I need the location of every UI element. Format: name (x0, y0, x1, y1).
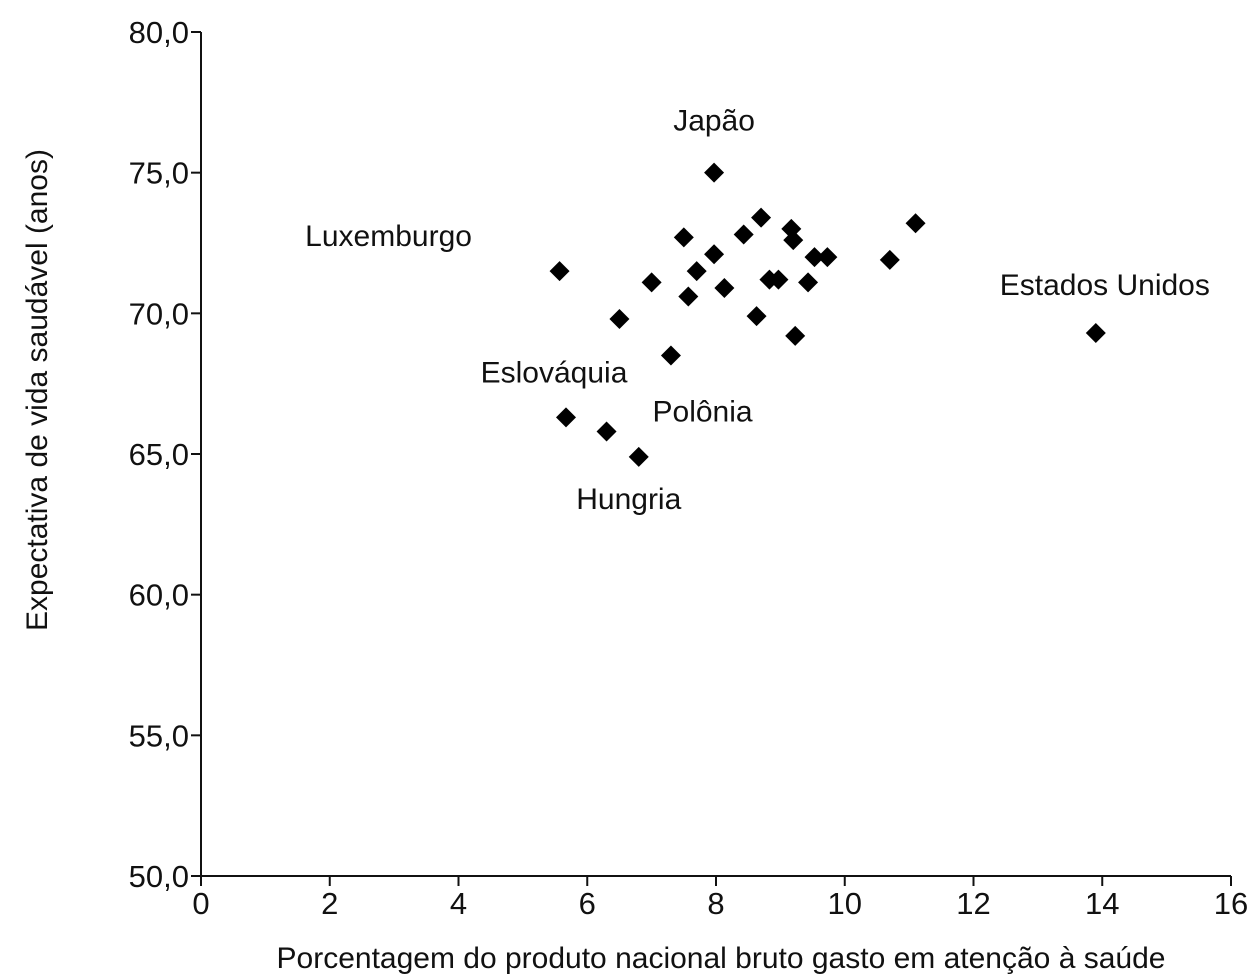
x-tick-label: 16 (1214, 886, 1248, 921)
point-label: Hungria (576, 483, 681, 516)
y-tick-label: 70,0 (129, 296, 189, 331)
x-tick-label: 14 (1085, 886, 1119, 921)
x-ticks: 0 2 4 6 8 10 12 14 16 (192, 876, 1248, 921)
data-point-marker (905, 213, 926, 234)
point-label: Luxemburgo (305, 220, 472, 253)
data-point-marker (628, 446, 649, 467)
point-label: Eslováquia (481, 356, 628, 389)
data-point-marker (678, 286, 699, 307)
data-point-marker (785, 325, 806, 346)
x-tick-label: 2 (321, 886, 338, 921)
x-tick-label: 6 (579, 886, 596, 921)
data-point-marker (733, 224, 754, 245)
x-axis-title: Porcentagem do produto nacional bruto ga… (277, 942, 1166, 975)
y-tick-label: 60,0 (129, 578, 189, 613)
data-points (549, 162, 1106, 467)
data-point-marker (609, 308, 630, 329)
data-point-marker (556, 407, 577, 428)
data-point-marker (704, 244, 725, 265)
data-point-marker (660, 345, 681, 366)
data-point-marker (641, 272, 662, 293)
data-point-marker (879, 249, 900, 270)
data-point-marker (783, 230, 804, 251)
data-point-marker (549, 261, 570, 282)
y-tick-label: 65,0 (129, 437, 189, 472)
point-label: Japão (673, 105, 755, 138)
axes (200, 32, 1231, 877)
x-tick-label: 4 (450, 886, 467, 921)
data-point-marker (751, 207, 772, 228)
point-label: Polônia (653, 395, 753, 428)
y-tick-label: 80,0 (129, 15, 189, 50)
y-ticks: 50,0 55,0 60,0 65,0 70,0 75,0 80,0 (129, 15, 201, 894)
data-point-marker (673, 227, 694, 248)
data-point-marker (714, 278, 735, 299)
data-point-marker (804, 247, 825, 268)
data-point-marker (798, 272, 819, 293)
y-axis-title: Expectativa de vida saudável (anos) (21, 149, 54, 631)
data-point-marker (596, 421, 617, 442)
data-point-marker (817, 247, 838, 268)
data-point-marker (768, 269, 789, 290)
point-label: Estados Unidos (1000, 269, 1210, 302)
y-tick-label: 75,0 (129, 156, 189, 191)
y-tick-label: 55,0 (129, 718, 189, 753)
data-point-marker (746, 306, 767, 327)
data-point-marker (1085, 323, 1106, 344)
data-point-marker (686, 261, 707, 282)
x-tick-label: 12 (956, 886, 990, 921)
x-tick-label: 10 (828, 886, 862, 921)
point-labels: Japão Luxemburgo Estados Unidos Eslováquia P… (305, 105, 1210, 516)
x-tick-label: 8 (707, 886, 724, 921)
y-tick-label: 50,0 (129, 859, 189, 894)
data-point-marker (704, 162, 725, 183)
x-tick-label: 0 (192, 886, 209, 921)
